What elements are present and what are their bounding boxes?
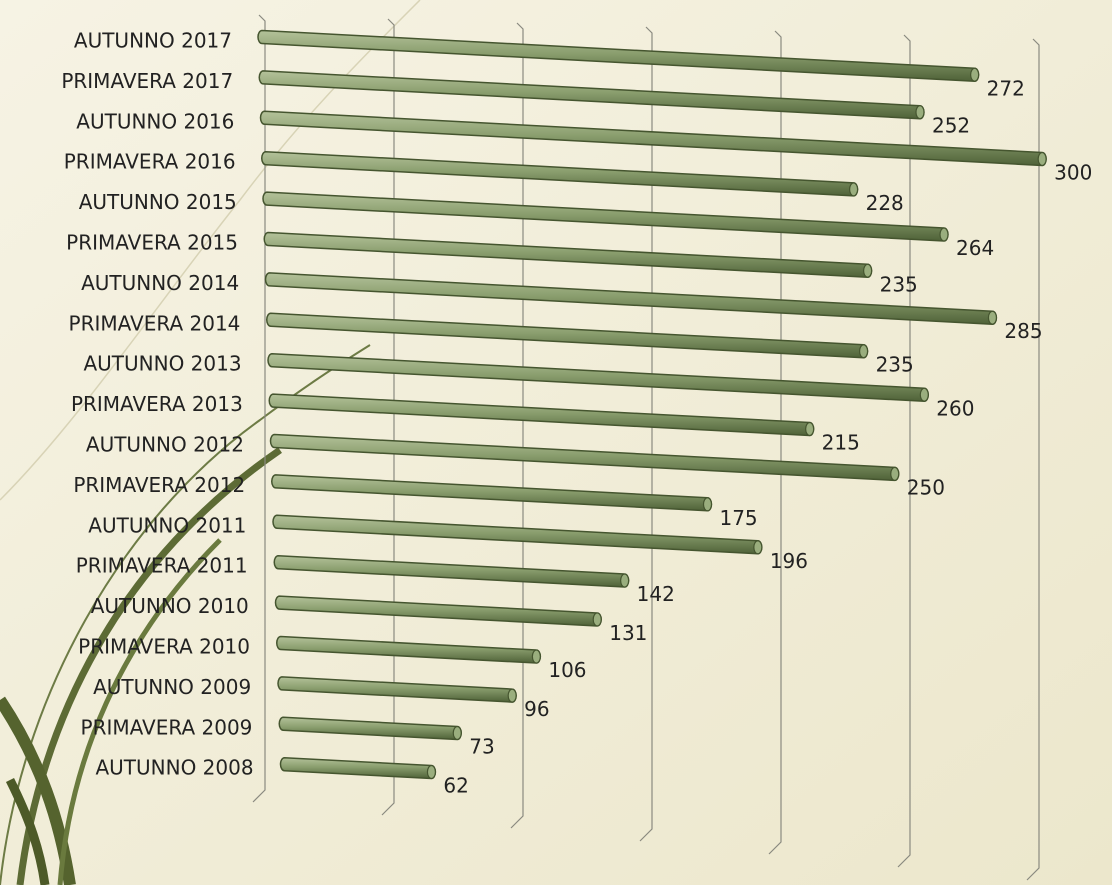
y-tick-label: AUTUNNO 2009 — [93, 675, 251, 699]
bar-cap — [753, 540, 763, 555]
y-tick-label: PRIMAVERA 2010 — [78, 635, 250, 659]
bar-cap — [1037, 151, 1047, 167]
bar-cap — [702, 497, 713, 512]
bar-cap — [919, 387, 929, 402]
data-label: 285 — [1004, 319, 1042, 343]
bar-cap — [863, 263, 873, 278]
y-tick-label: AUTUNNO 2013 — [83, 352, 241, 376]
y-tick-label: PRIMAVERA 2014 — [69, 311, 241, 335]
data-label: 142 — [637, 582, 675, 606]
y-tick-label: PRIMAVERA 2016 — [64, 150, 236, 174]
data-label: 215 — [822, 431, 860, 455]
grid — [252, 14, 1040, 881]
data-label: 96 — [524, 697, 549, 721]
data-label: 272 — [987, 76, 1025, 100]
grid-line — [639, 26, 653, 842]
y-tick-label: AUTUNNO 2008 — [95, 756, 253, 780]
bar-cap — [915, 105, 925, 120]
y-tick-label: AUTUNNO 2011 — [88, 513, 246, 537]
bars: AUTUNNO 2017 272 PRIMAVERA 2017 252 AUTUNNO … — [61, 29, 1092, 798]
grid-line — [768, 30, 782, 855]
data-label: 62 — [443, 773, 468, 797]
data-label: 228 — [866, 191, 904, 215]
bar-cap — [620, 573, 630, 588]
y-tick-label: AUTUNNO 2012 — [86, 433, 244, 457]
data-label: 260 — [936, 396, 974, 420]
y-tick-label: PRIMAVERA 2015 — [66, 231, 238, 255]
bar-cap — [805, 421, 815, 437]
y-tick-label: AUTUNNO 2017 — [74, 29, 232, 53]
y-tick-label: AUTUNNO 2016 — [76, 109, 234, 133]
bar-cap — [970, 67, 980, 82]
bar-cap — [858, 344, 869, 359]
bar-cap — [426, 764, 437, 780]
y-tick-label: AUTUNNO 2014 — [81, 271, 239, 295]
bar-cap — [939, 227, 949, 242]
grid-line — [252, 14, 266, 803]
data-label: 131 — [609, 621, 647, 645]
y-tick-label: PRIMAVERA 2011 — [76, 554, 248, 578]
bar-cap — [507, 688, 517, 703]
bar-cap — [452, 725, 462, 741]
data-label: 175 — [719, 506, 757, 530]
grid-line — [1026, 38, 1040, 881]
grid-line — [510, 22, 524, 829]
bar-cap — [987, 310, 998, 325]
grid-line — [897, 34, 911, 868]
y-tick-label: AUTUNNO 2010 — [91, 594, 249, 618]
data-label: 196 — [770, 549, 808, 573]
data-label: 106 — [548, 658, 586, 682]
bar-cap — [592, 612, 602, 627]
data-label: 264 — [956, 236, 994, 260]
y-tick-label: PRIMAVERA 2017 — [61, 69, 233, 93]
bar-cap — [890, 466, 900, 481]
y-tick-label: PRIMAVERA 2013 — [71, 392, 243, 416]
data-label: 235 — [880, 272, 918, 296]
data-label: 73 — [469, 735, 494, 759]
data-label: 252 — [932, 114, 970, 138]
y-tick-label: AUTUNNO 2015 — [79, 190, 237, 214]
data-label: 300 — [1054, 161, 1092, 185]
data-label: 250 — [907, 475, 945, 499]
y-tick-label: PRIMAVERA 2009 — [81, 715, 253, 739]
y-tick-label: PRIMAVERA 2012 — [73, 473, 245, 497]
bar-cap — [531, 649, 541, 664]
decoration — [0, 0, 421, 885]
data-label: 235 — [876, 353, 914, 377]
bar-cap — [849, 182, 859, 197]
